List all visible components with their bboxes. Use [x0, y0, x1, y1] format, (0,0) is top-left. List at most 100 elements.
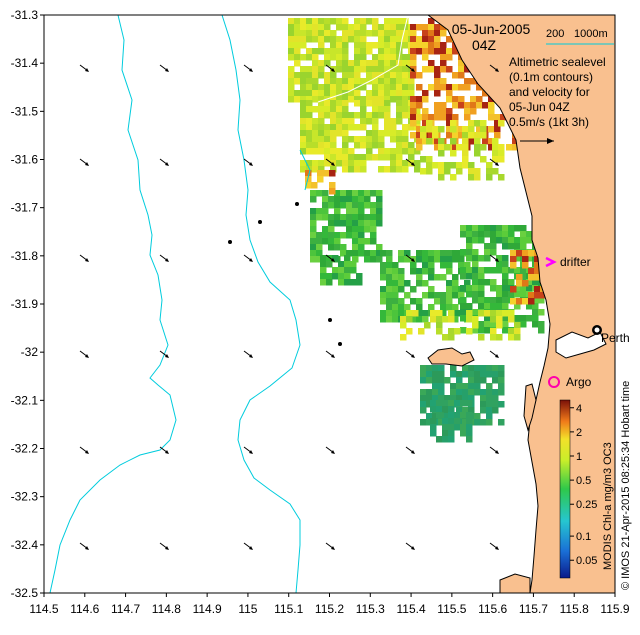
- chlorophyll-pixel: [416, 42, 423, 49]
- chlorophyll-pixel: [414, 166, 421, 173]
- chlorophyll-pixel: [438, 144, 445, 151]
- chlorophyll-pixel: [428, 36, 435, 43]
- chlorophyll-pixel: [294, 78, 301, 85]
- chlorophyll-pixel: [336, 48, 343, 55]
- chlorophyll-pixel: [342, 60, 349, 67]
- chlorophyll-pixel: [420, 168, 427, 175]
- chlorophyll-pixel: [446, 126, 453, 133]
- chlorophyll-pixel: [526, 255, 533, 262]
- chlorophyll-pixel: [306, 36, 313, 43]
- chlorophyll-pixel: [306, 148, 313, 155]
- chlorophyll-pixel: [508, 243, 515, 250]
- chlorophyll-pixel: [416, 84, 423, 91]
- chlorophyll-pixel: [288, 54, 295, 61]
- chlorophyll-pixel: [306, 84, 313, 91]
- chlorophyll-pixel: [452, 114, 459, 121]
- chlorophyll-pixel: [348, 72, 355, 79]
- chlorophyll-pixel: [416, 114, 423, 121]
- chlorophyll-pixel: [390, 84, 397, 91]
- y-tick-label: -31.8: [11, 249, 39, 263]
- chlorophyll-pixel: [468, 126, 475, 133]
- chlorophyll-pixel: [386, 316, 393, 323]
- chlorophyll-pixel: [480, 407, 487, 414]
- chlorophyll-pixel: [352, 232, 359, 239]
- chlorophyll-pixel: [442, 400, 449, 407]
- chlorophyll-pixel: [416, 250, 423, 257]
- chlorophyll-pixel: [334, 220, 341, 227]
- chlorophyll-pixel: [520, 243, 527, 250]
- chlorophyll-pixel: [440, 108, 447, 115]
- chlorophyll-pixel: [328, 196, 335, 203]
- chlorophyll-pixel: [330, 84, 337, 91]
- chlorophyll-pixel: [340, 202, 347, 209]
- chlorophyll-pixel: [490, 310, 497, 317]
- chlorophyll-pixel: [288, 30, 295, 37]
- x-tick-label: 115.1: [274, 602, 303, 616]
- chlorophyll-pixel: [470, 138, 477, 145]
- chlorophyll-pixel: [468, 383, 475, 390]
- chlorophyll-pixel: [360, 124, 367, 131]
- chlorophyll-pixel: [516, 280, 523, 287]
- chlorophyll-pixel: [352, 208, 359, 215]
- chlorophyll-pixel: [422, 138, 429, 145]
- chlorophyll-pixel: [448, 316, 455, 323]
- chlorophyll-pixel: [402, 160, 409, 167]
- chlorophyll-pixel: [446, 250, 453, 257]
- chlorophyll-pixel: [462, 150, 469, 157]
- chlorophyll-pixel: [294, 42, 301, 49]
- chlorophyll-pixel: [452, 250, 459, 257]
- chlorophyll-pixel: [440, 48, 447, 55]
- chlorophyll-pixel: [462, 156, 469, 163]
- chlorophyll-pixel: [402, 124, 409, 131]
- chlorophyll-pixel: [378, 148, 385, 155]
- chlorophyll-pixel: [452, 96, 459, 103]
- chlorophyll-pixel: [310, 226, 317, 233]
- chlorophyll-pixel: [446, 84, 453, 91]
- chlorophyll-pixel: [474, 365, 481, 372]
- chlorophyll-pixel: [402, 130, 409, 137]
- chlorophyll-pixel: [324, 136, 331, 143]
- chlorophyll-pixel: [300, 106, 307, 113]
- chlorophyll-pixel: [310, 256, 317, 263]
- chlorophyll-pixel: [370, 226, 377, 233]
- velocity-arrow: [325, 542, 335, 550]
- velocity-arrow: [159, 64, 169, 72]
- chlorophyll-pixel: [490, 316, 497, 323]
- chlorophyll-pixel: [428, 66, 435, 73]
- chlorophyll-pixel: [510, 256, 517, 263]
- chlorophyll-pixel: [532, 309, 539, 316]
- chlorophyll-pixel: [472, 267, 479, 274]
- chlorophyll-pixel: [402, 148, 409, 155]
- chlorophyll-pixel: [486, 365, 493, 372]
- chlorophyll-pixel: [342, 42, 349, 49]
- chlorophyll-pixel: [498, 371, 505, 378]
- chlorophyll-pixel: [364, 190, 371, 197]
- chlorophyll-pixel: [378, 60, 385, 67]
- chlorophyll-pixel: [480, 126, 487, 133]
- chlorophyll-pixel: [288, 72, 295, 79]
- chlorophyll-pixel: [396, 24, 403, 31]
- chlorophyll-pixel: [324, 148, 331, 155]
- chlorophyll-pixel: [460, 273, 467, 280]
- chlorophyll-pixel: [448, 418, 455, 425]
- chlorophyll-pixel: [408, 142, 415, 149]
- chlorophyll-pixel: [318, 136, 325, 143]
- chlorophyll-pixel: [450, 126, 457, 133]
- scale-arrow-icon: [520, 138, 554, 144]
- chlorophyll-pixel: [422, 90, 429, 97]
- chlorophyll-pixel: [318, 84, 325, 91]
- chlorophyll-pixel: [318, 100, 325, 107]
- velocity-arrow: [325, 158, 335, 166]
- chlorophyll-pixel: [342, 30, 349, 37]
- chlorophyll-pixel: [478, 237, 485, 244]
- chlorophyll-pixel: [452, 292, 459, 299]
- chlorophyll-pixel: [522, 298, 529, 305]
- chlorophyll-pixel: [480, 156, 487, 163]
- chlorophyll-pixel: [372, 72, 379, 79]
- chlorophyll-pixel: [420, 371, 427, 378]
- chlorophyll-pixel: [384, 54, 391, 61]
- chlorophyll-pixel: [300, 148, 307, 155]
- chlorophyll-pixel: [430, 406, 437, 413]
- chlorophyll-pixel: [342, 160, 349, 167]
- chlorophyll-pixel: [390, 148, 397, 155]
